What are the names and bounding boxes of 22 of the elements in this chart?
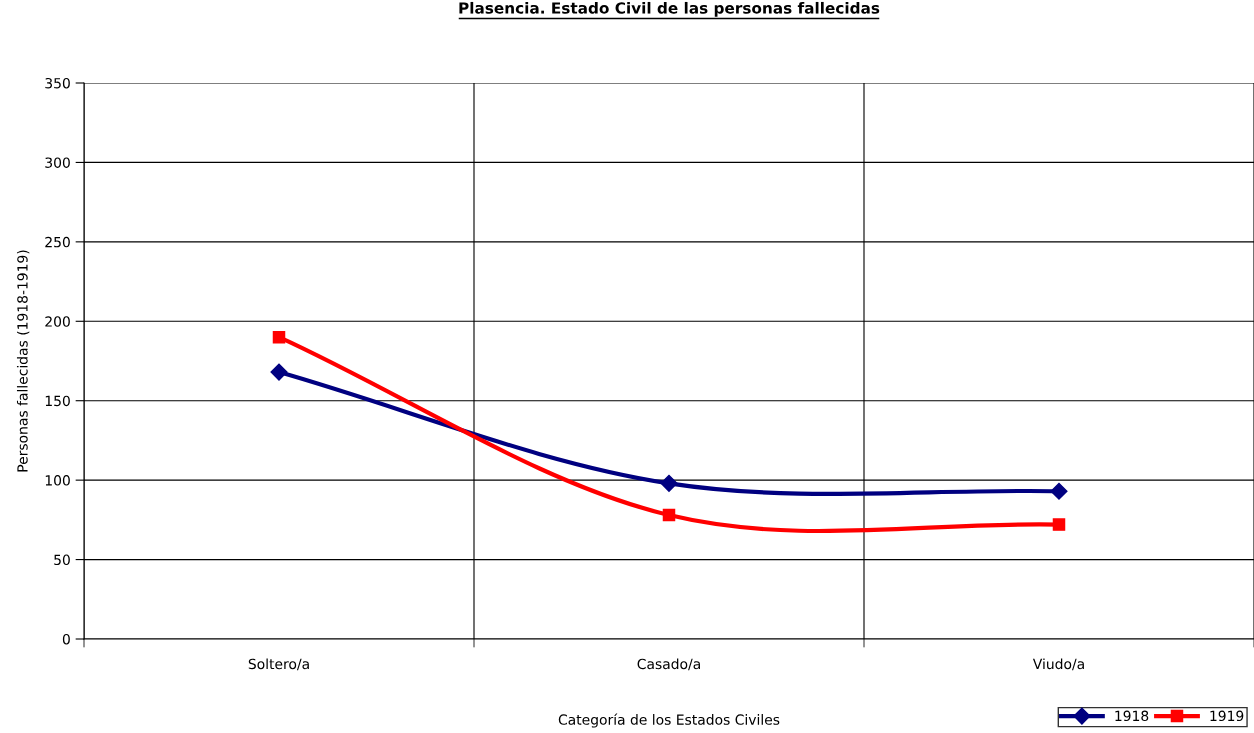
y-tick-label: 350 [45, 77, 70, 89]
point [1052, 518, 1066, 531]
point [660, 474, 678, 492]
y-tick-label: 100 [45, 475, 70, 486]
y-axis-title: Personas fallecidas (1918-1919) [16, 250, 30, 472]
y-tick-label: 250 [45, 236, 70, 248]
x-tick-label: Viudo/a [1032, 658, 1084, 671]
point [272, 330, 286, 344]
y-tick-label: 0 [62, 633, 70, 645]
x-tick-label: Soltero/a [248, 658, 309, 671]
y-tick-label: 200 [45, 316, 70, 327]
y-tick-label: 300 [45, 157, 70, 168]
legend-label: 1918 [1115, 710, 1149, 722]
point [270, 363, 288, 381]
x-tick-label: Casado/a [637, 658, 700, 671]
point [662, 508, 676, 522]
x-axis-title: Categoría de los Estados Civiles [558, 713, 780, 728]
y-tick-label: 150 [45, 395, 70, 407]
point [1050, 482, 1068, 500]
chart-title: Plasencia. Estado Civil de las personas fallecidas [459, 1, 880, 17]
y-tick-label: 50 [54, 554, 70, 566]
legend-label: 1919 [1210, 710, 1244, 722]
